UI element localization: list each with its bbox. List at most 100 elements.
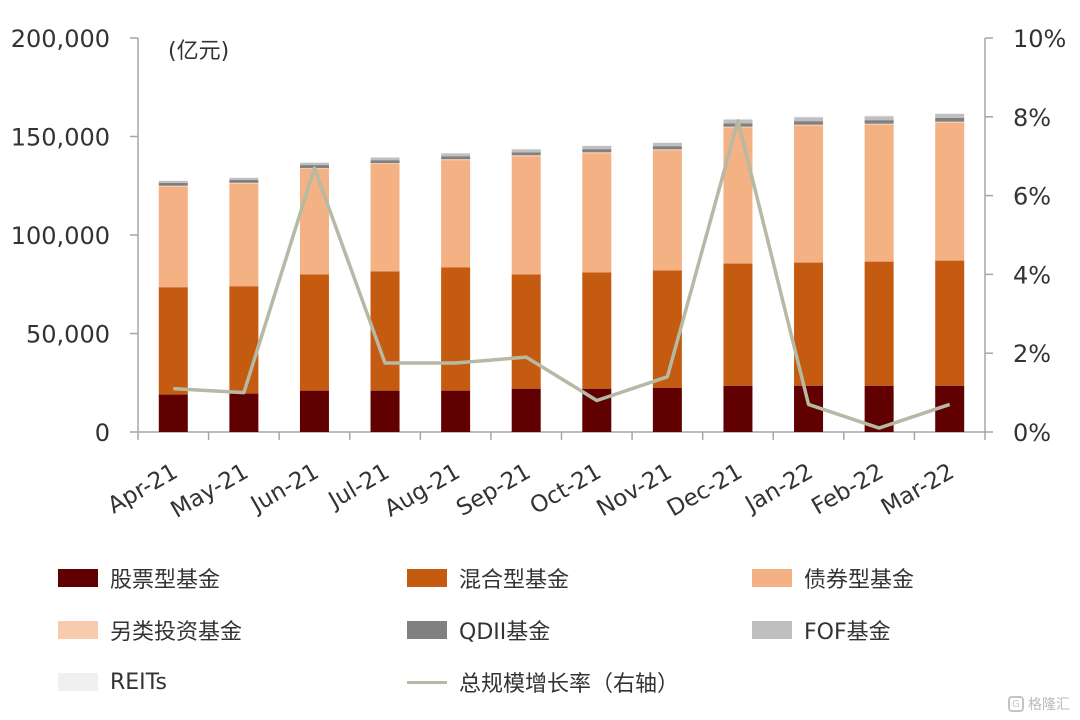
legend-item: 股票型基金 [58,561,220,595]
bar-segment [794,125,824,263]
bar-segment [441,153,471,157]
bar-segment [370,163,400,165]
bar-segment [370,156,400,158]
bar-segment [511,155,541,157]
watermark-logo-icon: G [1008,696,1024,712]
bar-segment [935,260,965,386]
bar-segment [441,390,471,432]
bar-segment [652,149,682,151]
bar-segment [723,385,753,432]
bar-segment [229,393,259,432]
bar-segment [511,388,541,432]
bar-segment [511,152,541,156]
bar-segment [864,115,894,117]
bar-segment [794,116,824,118]
legend-label: 债券型基金 [804,568,915,593]
legend-label: FOF基金 [804,620,891,645]
growth-rate-line [173,118,951,430]
bar-segment [582,272,612,389]
bar-segment [652,146,682,150]
x-tick-label: Dec-21 [663,459,747,523]
x-tick-label: Jan-22 [740,459,818,519]
bar-segment [441,152,471,154]
bar-segment [158,182,188,186]
bar-segment [652,150,682,271]
bar-segment [441,160,471,268]
bar-segment [864,124,894,262]
legend-label: REITs [110,669,167,695]
bar-segment [299,169,329,275]
right-tick-label: 4% [1013,261,1051,289]
bar-segment [511,148,541,150]
bar-segment [794,117,824,122]
bar-segment [652,387,682,432]
bar-segment [299,274,329,391]
legend-label: 股票型基金 [110,568,221,593]
x-tick-label: Feb-22 [807,459,888,521]
legend-item: 总规模增长率（右轴） [407,665,679,699]
legend-swatch [752,621,792,639]
bar-segment [370,160,400,164]
unit-label: (亿元) [168,39,229,64]
line-layer [173,118,951,430]
bar-segment [582,149,612,153]
bar-segment [935,121,965,123]
axes-layer [130,37,993,440]
x-tick-label: May-21 [167,459,253,524]
watermark-text: 格隆汇 [1028,697,1070,713]
right-tick-label: 6% [1013,183,1051,211]
bar-segment [441,267,471,391]
bar-segment [652,142,682,143]
bar-segment [229,182,259,184]
bar-segment [935,113,965,114]
bar-segment [935,122,965,261]
legend-item: 债券型基金 [752,561,914,595]
legend-label: 混合型基金 [459,568,570,593]
bar-segment [511,156,541,275]
legend-swatch [752,569,792,587]
legend-item: 混合型基金 [407,561,569,595]
x-tick-label: Nov-21 [592,459,676,522]
bar-segment [229,177,259,180]
bar-segment [229,179,259,183]
x-tick-label: Mar-22 [877,459,959,521]
bar-segment [370,157,400,161]
left-tick-label: 200,000 [11,25,110,53]
legend-label: QDII基金 [459,620,551,645]
bar-segment [864,120,894,124]
bar-segment [441,156,471,160]
left-tick-label: 0 [95,419,110,447]
bar-segment [158,186,188,288]
chart-canvas: 0 50,000 100,000 150,000 200,000 0% 2% 4% 6% 8% 10… [11,25,1067,524]
bar-segment [370,271,400,391]
legend-swatch [407,569,447,587]
legend-item: 另类投资基金 [58,613,242,647]
legend-item: REITs [58,665,167,699]
x-tick-label: Aug-21 [380,459,464,523]
legend-swatch [58,673,98,691]
bar-segment [158,287,188,395]
bar-segment [864,261,894,386]
bar-segment [794,121,824,125]
bar-segment [582,145,612,150]
bar-segment [299,162,329,166]
bar-segment [229,183,259,287]
bar-segment [864,123,894,125]
x-tick-label: Sep-21 [452,459,535,522]
bar-segment [299,162,329,163]
bar-segment [652,142,682,147]
right-tick-label: 2% [1013,340,1051,368]
legend: 股票型基金 混合型基金 债券型基金另类投资基金 QDII基金 FOF基金 REITs 总规模… [0,555,1080,705]
bar-segment [864,116,894,121]
legend-swatch [407,680,447,684]
bar-segment [582,153,612,273]
legend-item: FOF基金 [752,613,891,647]
bar-segment [582,145,612,146]
right-tick-label: 10% [1013,25,1066,53]
x-tick-label: Apr-21 [104,459,183,519]
bar-segment [158,394,188,432]
bars-layer [158,113,965,432]
bar-segment [441,159,471,161]
bar-segment [229,286,259,394]
x-tick-label: Jun-21 [245,459,323,519]
